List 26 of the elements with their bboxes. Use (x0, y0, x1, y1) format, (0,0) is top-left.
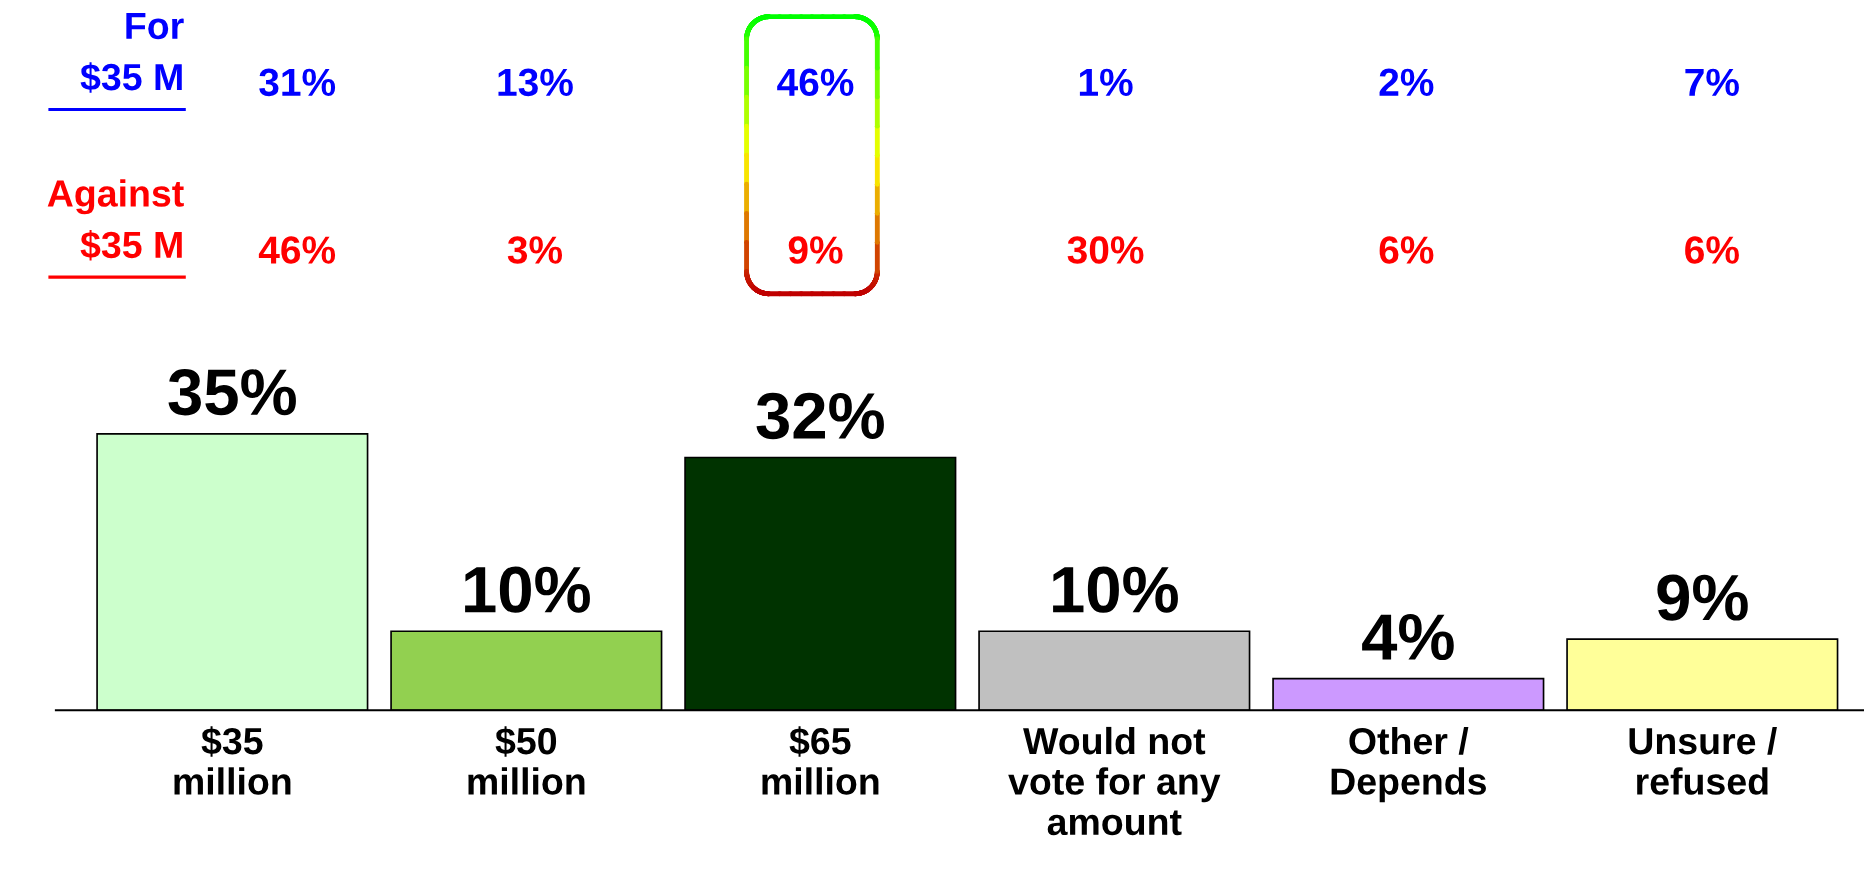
text: 6% (1685, 236, 1739, 264)
data-label: 10% (465, 566, 590, 613)
text: 30% (1067, 236, 1144, 264)
x-tick-label: $35 million (174, 726, 291, 795)
text: 3% (507, 236, 563, 264)
data-label: 35% (168, 369, 296, 416)
data-label: 9% (1657, 574, 1748, 621)
text: 1% (1079, 68, 1133, 96)
text: For $35 M (80, 12, 184, 93)
text: 7% (1685, 68, 1739, 96)
data-label: 10% (1053, 566, 1178, 613)
text: 46% (777, 68, 854, 97)
x-tick-label: $65 million (762, 726, 879, 795)
x-tick-label: Would not vote for any amount (1008, 726, 1221, 836)
x-tick-label: $50 million (468, 726, 585, 795)
data-label: 4% (1362, 614, 1454, 661)
text: 2% (1379, 68, 1434, 96)
x-tick-label: Unsure / refused (1629, 726, 1777, 795)
text: 46% (258, 236, 336, 264)
data-label: 32% (756, 392, 884, 440)
text: Against $35 M (47, 179, 184, 261)
text: 9% (788, 236, 843, 264)
x-tick-label: Other / Depends (1331, 726, 1486, 803)
text: 13% (498, 68, 573, 97)
text: 31% (259, 68, 336, 97)
text: 6% (1379, 236, 1434, 264)
